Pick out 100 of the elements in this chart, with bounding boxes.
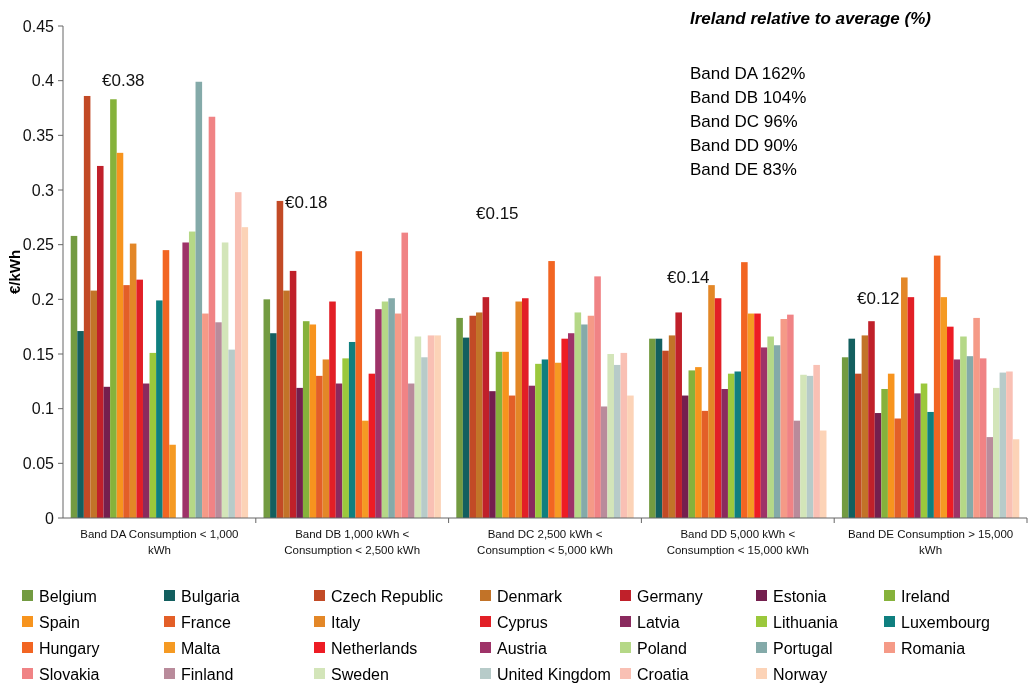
bar: [620, 352, 628, 518]
legend-label: Cyprus: [497, 613, 548, 631]
bar: [848, 338, 856, 518]
bar: [721, 388, 728, 518]
x-tick-label: Band DE Consumption > 15,000 kWh: [847, 528, 1014, 556]
bar: [283, 290, 290, 518]
annotation: Band DA 162%: [690, 64, 806, 83]
y-tick-label: 0.35: [22, 126, 55, 144]
bar: [561, 338, 568, 518]
bar: [966, 356, 974, 518]
y-tick-label: 0.3: [31, 181, 55, 199]
bar: [77, 331, 84, 518]
x-tick-label: Band DA Consumption < 1,000 kWh: [80, 528, 239, 556]
legend-label: Poland: [637, 639, 687, 657]
bar: [907, 297, 915, 518]
bar: [90, 290, 97, 518]
annotation: Band DE 83%: [690, 160, 797, 179]
bar: [182, 242, 189, 518]
bar: [681, 395, 689, 518]
bar: [123, 285, 130, 518]
bar: [708, 285, 715, 518]
bar: [773, 345, 781, 518]
bar: [83, 95, 91, 518]
y-axis-title: €/kWh: [6, 249, 23, 295]
bar: [813, 364, 820, 518]
bar: [335, 383, 343, 518]
legend-label: Norway: [773, 665, 828, 683]
bar: [960, 336, 967, 518]
annotation: €0.38: [102, 71, 145, 90]
annotation: Ireland relative to average (%): [690, 9, 932, 28]
bar: [841, 357, 849, 518]
bar: [149, 352, 157, 518]
bar: [986, 437, 994, 518]
bar: [116, 152, 124, 518]
bar: [881, 388, 888, 518]
bar: [427, 335, 435, 518]
bar: [462, 337, 470, 518]
bar: [581, 324, 588, 518]
bar: [574, 312, 582, 518]
legend-label: United Kingdom: [497, 665, 611, 683]
legend-label: Italy: [331, 613, 361, 631]
bar: [156, 300, 163, 518]
y-tick-label: 0: [45, 509, 55, 527]
annotation: €0.12: [857, 289, 900, 308]
y-tick-label: 0.1: [31, 400, 55, 418]
y-tick-label: 0.45: [22, 17, 55, 35]
bar: [953, 359, 961, 518]
bar: [688, 370, 696, 518]
bar: [787, 314, 794, 518]
bar: [110, 99, 117, 518]
legend-label: Ireland: [901, 587, 950, 605]
bar: [434, 335, 441, 518]
bar: [296, 387, 303, 518]
bar: [541, 359, 549, 518]
legend-label: Czech Republic: [331, 587, 444, 605]
bar: [767, 336, 774, 518]
legend-label: Bulgaria: [181, 587, 240, 605]
bar: [999, 372, 1007, 518]
bar: [760, 347, 768, 518]
bar: [375, 309, 382, 518]
bar: [70, 235, 78, 518]
bar: [734, 371, 742, 518]
bar: [979, 358, 987, 518]
bar: [754, 313, 761, 518]
bar: [554, 362, 562, 518]
x-tick-label: Band DB 1,000 kWh < Consumption < 2,500 kWh: [284, 528, 421, 556]
bar: [607, 354, 614, 518]
x-tick-label: Band DD 5,000 kWh < Consumption < 15,000 kWh: [666, 528, 809, 556]
bar: [868, 321, 875, 518]
bar: [920, 383, 928, 518]
bar: [476, 312, 483, 518]
bar: [993, 387, 1000, 518]
bar: [887, 373, 895, 518]
legend-label: Estonia: [773, 587, 827, 605]
bar: [129, 243, 137, 518]
bar: [388, 298, 395, 518]
bar: [502, 351, 509, 518]
bar: [241, 227, 249, 518]
legend-label: Sweden: [331, 665, 389, 683]
bar: [695, 367, 702, 518]
annotation: €0.18: [285, 193, 328, 212]
legend-label: Germany: [637, 587, 703, 605]
bar: [316, 375, 323, 518]
x-tick-label: Band DC 2,500 kWh < Consumption < 5,000 kWh: [477, 528, 613, 556]
bar: [495, 351, 503, 518]
bar: [874, 413, 882, 518]
bar: [469, 315, 477, 518]
bar: [381, 301, 389, 518]
bar: [342, 358, 349, 518]
legend-label: Spain: [39, 613, 80, 631]
bar: [800, 374, 807, 518]
bar: [482, 297, 490, 518]
bar: [329, 301, 336, 518]
bar: [221, 242, 229, 518]
bar: [96, 165, 104, 518]
bar: [1006, 371, 1013, 518]
bar: [535, 363, 542, 518]
bar: [408, 383, 415, 518]
bar: [368, 373, 376, 518]
bar: [914, 393, 921, 518]
